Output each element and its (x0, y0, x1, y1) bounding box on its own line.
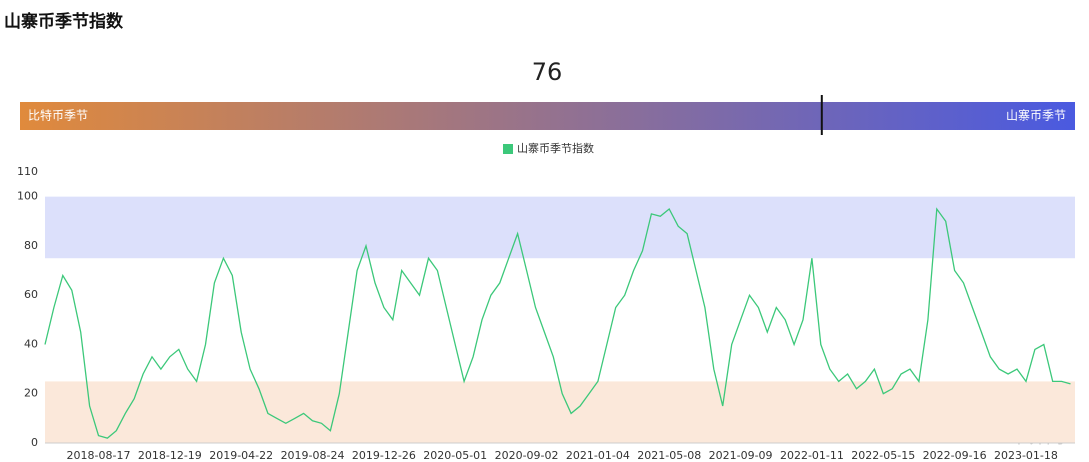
x-tick-label: 2020-09-02 (495, 449, 559, 462)
gauge-right-label: 山寨币季节 (1006, 108, 1066, 123)
x-tick-label: 2022-09-16 (923, 449, 987, 462)
gauge-left-label: 比特币季节 (28, 108, 88, 123)
y-tick-label: 100 (17, 190, 38, 203)
gauge-bar (20, 102, 1075, 130)
y-tick-label: 20 (24, 387, 38, 400)
x-tick-label: 2023-01-18 (994, 449, 1058, 462)
x-tick-label: 2021-01-04 (566, 449, 630, 462)
x-tick-label: 2019-04-22 (209, 449, 273, 462)
y-tick-label: 80 (24, 239, 38, 252)
band (45, 196, 1075, 259)
gauge-value: 76 (532, 58, 563, 86)
band (45, 381, 1075, 443)
legend-swatch (503, 144, 513, 154)
x-tick-label: 2021-05-08 (637, 449, 701, 462)
page-title: 山寨币季节指数 (4, 11, 124, 32)
x-tick-label: 2022-05-15 (851, 449, 915, 462)
x-tick-label: 2018-12-19 (138, 449, 202, 462)
y-tick-label: 40 (24, 337, 38, 350)
y-tick-label: 110 (17, 165, 38, 178)
y-tick-label: 0 (31, 436, 38, 449)
legend-label: 山寨币季节指数 (517, 141, 594, 155)
line (44, 207, 1071, 439)
y-tick-label: 60 (24, 288, 38, 301)
x-tick-label: 2022-01-11 (780, 449, 844, 462)
x-tick-label: 2018-08-17 (67, 449, 131, 462)
x-tick-label: 2019-12-26 (352, 449, 416, 462)
x-tick-label: 2021-09-09 (709, 449, 773, 462)
x-tick-label: 2020-05-01 (423, 449, 487, 462)
x-tick-label: 2019-08-24 (281, 449, 345, 462)
